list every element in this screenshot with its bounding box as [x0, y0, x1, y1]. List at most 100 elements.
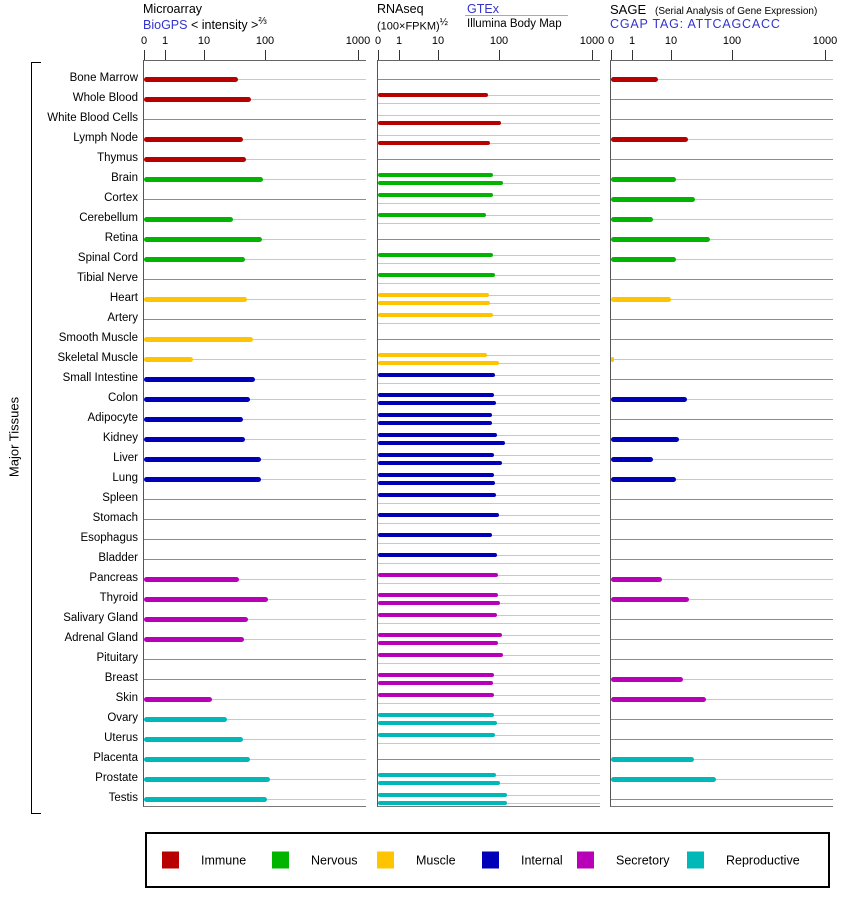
legend-item-internal: Internal	[482, 851, 563, 869]
illumina-bar	[378, 801, 508, 805]
baseline	[611, 139, 833, 140]
gtex-bar	[378, 453, 495, 457]
rnaseq-source-divider	[465, 15, 568, 16]
legend-label: Secretory	[616, 853, 670, 867]
baseline-illumina	[378, 283, 600, 284]
baseline	[144, 639, 366, 640]
expression-bar	[144, 157, 247, 162]
baseline	[144, 739, 366, 740]
gtex-bar	[378, 613, 498, 617]
microarray-subheader: BioGPS < intensity >⅔	[143, 16, 267, 32]
no-data-line	[611, 619, 833, 620]
no-data-line	[611, 559, 833, 560]
expression-bar	[611, 217, 654, 222]
baseline	[611, 479, 833, 480]
gtex-bar	[378, 653, 503, 657]
tissue-label: Small Intestine	[62, 372, 138, 384]
no-data-line	[611, 499, 833, 500]
expression-bar	[144, 637, 244, 642]
tissue-label: Pituitary	[96, 652, 138, 664]
gtex-bar	[378, 393, 495, 397]
cgap-tag-link[interactable]: CGAP TAG: ATTCAGCACC	[610, 17, 781, 31]
illumina-bar	[378, 461, 503, 465]
expression-bar	[611, 397, 687, 402]
tissue-label: Placenta	[93, 752, 138, 764]
expression-bar	[144, 457, 261, 462]
axis-tick	[438, 50, 439, 60]
expression-bar	[144, 77, 238, 82]
baseline-gtex	[378, 95, 600, 96]
no-data-line	[611, 279, 833, 280]
rnaseq-header: RNAseq	[377, 2, 424, 16]
no-data-line	[611, 739, 833, 740]
axis-tick-label: 1000	[579, 35, 605, 47]
no-data-line	[144, 679, 366, 680]
baseline	[611, 599, 833, 600]
illumina-bar	[378, 301, 490, 305]
gtex-bar	[378, 573, 498, 577]
fpkm-formula: (100×FPKM)½	[377, 17, 449, 33]
category-legend: Immune Nervous Muscle Internal Secretory Repr…	[145, 832, 830, 888]
gtex-bar	[378, 473, 495, 477]
expression-bar	[144, 477, 261, 482]
gtex-bar	[378, 533, 493, 537]
axis-tick-label: 100	[722, 35, 742, 47]
gtex-link[interactable]: GTEx	[467, 2, 499, 16]
no-data-line	[611, 659, 833, 660]
baseline	[611, 179, 833, 180]
legend-item-immune: Immune	[162, 851, 247, 869]
tissue-label: Cortex	[104, 192, 138, 204]
nervous-color-swatch	[272, 851, 289, 869]
no-data-line	[378, 759, 600, 760]
no-data-line	[144, 199, 366, 200]
gtex-bar	[378, 313, 494, 317]
expression-bar	[611, 257, 676, 262]
expression-bar	[144, 437, 245, 442]
expression-bar	[144, 257, 245, 262]
tissue-label: Esophagus	[80, 532, 138, 544]
tissue-label: Adipocyte	[87, 412, 138, 424]
expression-bar	[144, 217, 234, 222]
baseline	[144, 139, 366, 140]
no-data-line	[611, 339, 833, 340]
illumina-bar	[378, 481, 495, 485]
muscle-color-swatch	[377, 851, 394, 869]
expression-bar	[611, 597, 690, 602]
axis-tick	[732, 50, 733, 60]
baseline	[611, 299, 833, 300]
baseline	[611, 259, 833, 260]
axis-tick	[265, 50, 266, 60]
no-data-line	[144, 499, 366, 500]
expression-bar	[144, 337, 254, 342]
expression-bar	[611, 577, 663, 582]
no-data-line	[611, 519, 833, 520]
microarray-panel: 0 1 10 100 1000	[141, 35, 370, 807]
tissue-label: White Blood Cells	[47, 112, 138, 124]
biogps-link[interactable]: BioGPS	[143, 18, 188, 33]
tissue-label: Smooth Muscle	[58, 332, 138, 344]
tissue-label: Bone Marrow	[69, 72, 138, 84]
expression-bar	[611, 237, 711, 242]
no-data-line	[611, 799, 833, 800]
expression-bar	[144, 777, 270, 782]
tissue-label: Prostate	[95, 772, 138, 784]
tissue-label: Spleen	[102, 492, 138, 504]
no-data-line	[611, 639, 833, 640]
no-data-line	[378, 159, 600, 160]
baseline	[144, 219, 366, 220]
baseline-illumina	[378, 563, 600, 564]
baseline-illumina	[378, 543, 600, 544]
illumina-bar	[378, 361, 499, 365]
baseline-illumina	[378, 323, 600, 324]
gtex-bar	[378, 173, 494, 177]
expression-bar	[144, 297, 248, 302]
expression-bar	[144, 797, 267, 802]
gtex-link-wrap: GTEx	[467, 2, 499, 16]
no-data-line	[144, 319, 366, 320]
axis-tick	[399, 50, 400, 60]
no-data-line	[144, 279, 366, 280]
secretory-color-swatch	[577, 851, 594, 869]
baseline	[144, 439, 366, 440]
baseline-illumina	[378, 263, 600, 264]
legend-label: Immune	[201, 853, 247, 867]
